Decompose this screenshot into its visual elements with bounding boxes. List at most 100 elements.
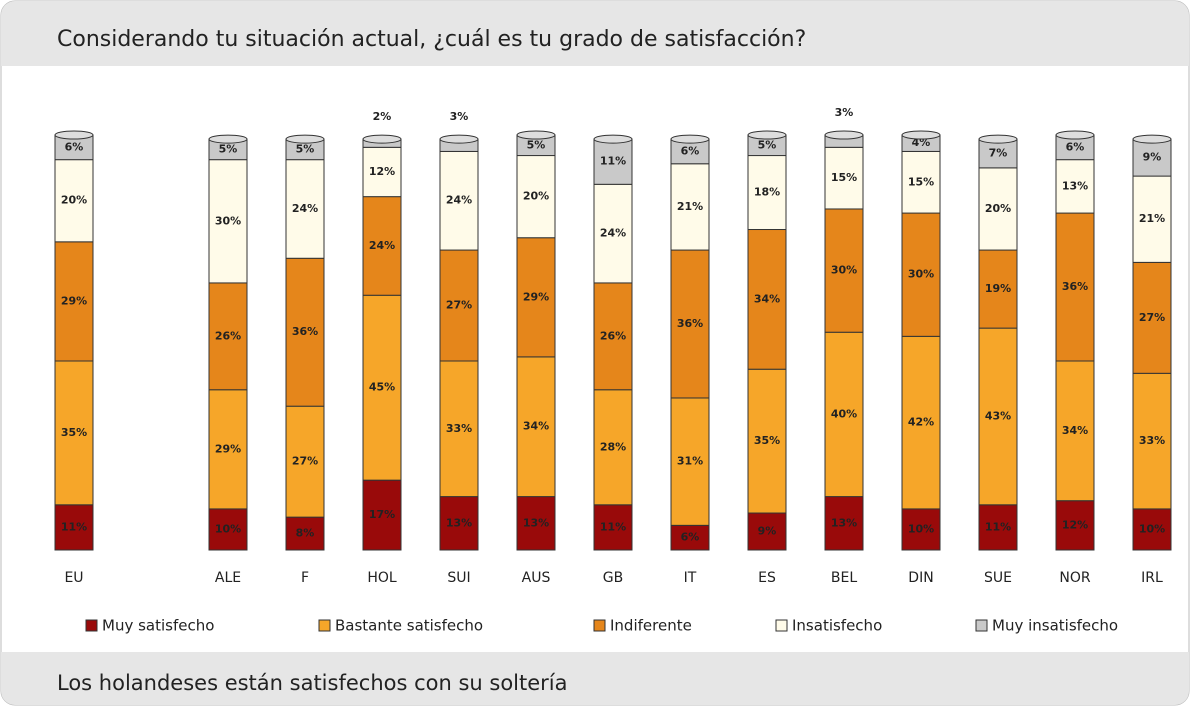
value-label: 19% [985,282,1011,295]
bar-segment [1132,372,1172,510]
value-label: 20% [61,194,87,207]
bar-cap [747,130,787,140]
legend-label: Muy insatisfecho [992,617,1118,635]
bar-cap [362,134,402,144]
bar-segment [516,356,556,498]
value-label: 29% [215,442,241,455]
value-label: 21% [1139,212,1165,225]
value-label: 42% [908,416,934,429]
bar-segment [1132,261,1172,374]
bar-segment [978,138,1018,169]
bar-segment [208,282,248,391]
value-label: 9% [1143,151,1162,164]
bar-segment [208,508,248,551]
value-label: 11% [985,520,1011,533]
value-label: 2% [373,110,392,123]
value-label: 45% [369,381,395,394]
x-tick-label: GB [603,570,623,586]
value-label: 35% [61,426,87,439]
bar-segment [747,368,787,514]
x-tick-label: HOL [367,570,397,586]
value-label: 5% [527,138,546,151]
value-label: 13% [1062,179,1088,192]
value-label: 24% [369,239,395,252]
value-label: 13% [446,516,472,529]
x-tick-label: SUE [984,570,1012,586]
value-label: 27% [1139,311,1165,324]
bar-cap [978,134,1018,144]
value-label: 36% [1062,280,1088,293]
bar-cap [208,134,248,144]
value-label: 4% [912,136,931,149]
value-label: 6% [681,531,700,544]
value-label: 6% [681,144,700,157]
legend-label: Indiferente [610,617,692,635]
bar-segment [670,524,710,551]
bar-segment [285,159,325,259]
value-label: 34% [754,292,780,305]
value-label: 21% [677,200,703,213]
bar-segment [54,360,94,506]
value-label: 3% [835,106,854,119]
bar-segment [285,257,325,407]
bar-segment [208,389,248,510]
bar-cap [670,134,710,144]
value-label: 7% [989,146,1008,159]
bar-cap [593,134,633,144]
value-label: 24% [600,227,626,240]
bar-segment [439,249,479,362]
value-label: 27% [446,299,472,312]
footer-band [1,652,1189,705]
value-label: 11% [61,520,87,533]
value-label: 30% [215,214,241,227]
value-label: 34% [523,420,549,433]
bar-segment [670,249,710,399]
value-label: 29% [523,290,549,303]
value-label: 9% [758,525,777,538]
x-tick-label: F [301,570,309,586]
value-label: 11% [600,520,626,533]
value-label: 36% [292,325,318,338]
bar-cap [1055,130,1095,140]
bar-cap [54,130,94,140]
value-label: 15% [908,175,934,188]
bar-segment [54,241,94,362]
bar-segment [1132,175,1172,263]
value-label: 36% [677,317,703,330]
value-label: 26% [215,329,241,342]
value-label: 13% [831,516,857,529]
x-tick-label: DIN [908,570,933,586]
value-label: 10% [1139,522,1165,535]
value-label: 40% [831,407,857,420]
value-label: 26% [600,329,626,342]
value-label: 17% [369,508,395,521]
x-tick-label: IT [684,570,697,586]
value-label: 3% [450,110,469,123]
bar-segment [285,405,325,518]
x-tick-label: AUS [522,570,551,586]
bar-segment [362,196,402,296]
legend-swatch [775,619,788,632]
legend-swatch [318,619,331,632]
value-label: 20% [523,190,549,203]
value-label: 15% [831,171,857,184]
bar-cap [516,130,556,140]
bar-segment [824,146,864,210]
x-tick-label: ES [758,570,776,586]
x-tick-label: ALE [215,570,241,586]
value-label: 43% [985,409,1011,422]
bar-segment [516,155,556,239]
value-label: 5% [758,138,777,151]
value-label: 34% [1062,424,1088,437]
value-label: 35% [754,434,780,447]
bar-segment [901,508,941,551]
legend-swatch [593,619,606,632]
value-label: 27% [292,455,318,468]
bar-segment [516,237,556,358]
bar-segment [670,163,710,251]
bar-cap [439,134,479,144]
value-label: 12% [369,165,395,178]
bar-segment [747,155,787,231]
bar-segment [439,360,479,498]
bar-segment [593,504,633,551]
